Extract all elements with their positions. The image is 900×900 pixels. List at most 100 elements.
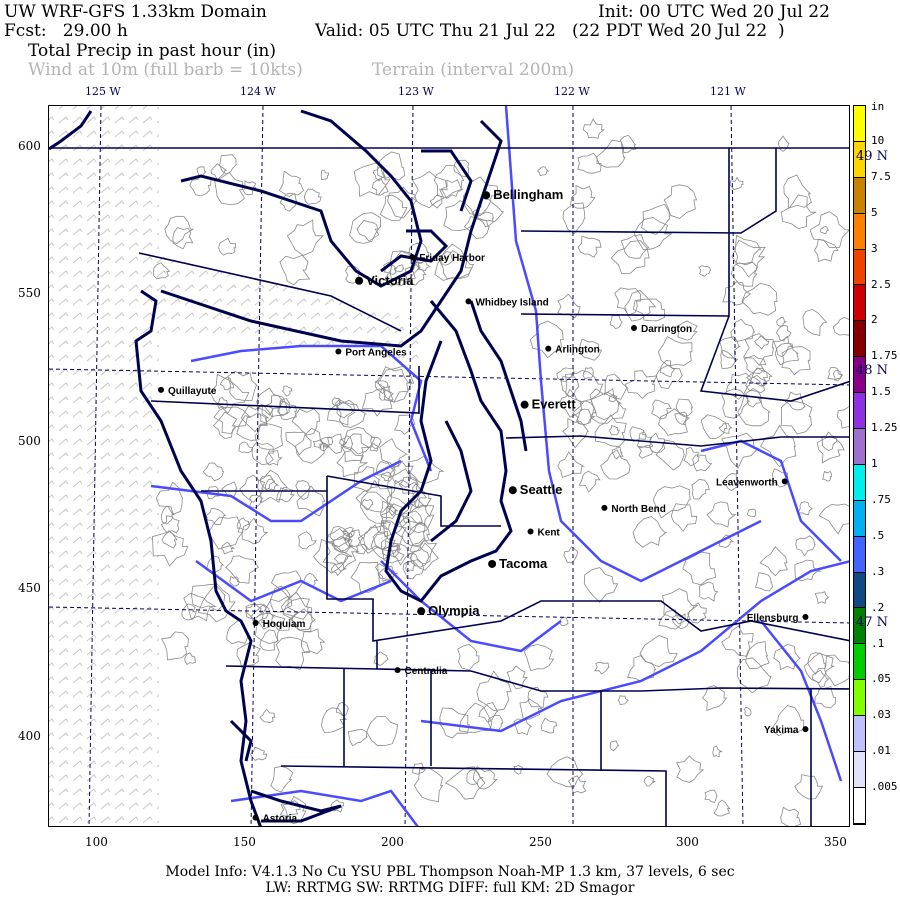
- terrain-contour: [692, 454, 713, 472]
- city-dot-icon: [520, 400, 529, 409]
- terrain-contour: [279, 800, 301, 817]
- city-label: Friday Harbor: [419, 253, 485, 264]
- city-dot-icon: [545, 345, 552, 352]
- terrain-contour: [342, 526, 355, 538]
- ocean-wind-barbs: [49, 106, 159, 826]
- terrain-contour: [400, 499, 435, 534]
- city-bellingham: Bellingham: [482, 187, 563, 202]
- terrain-contour: [236, 643, 261, 668]
- terrain-contour: [196, 166, 207, 177]
- terrain-contour: [536, 166, 550, 177]
- terrain-contour: [639, 635, 678, 668]
- terrain-contour: [659, 360, 676, 378]
- terrain-contour: [249, 746, 268, 761]
- colorbar-label: 2: [871, 313, 878, 327]
- x-tick: 100: [85, 835, 108, 849]
- colorbar-label: 1.5: [871, 385, 891, 399]
- terrain-contour: [155, 481, 184, 515]
- city-label: Darrington: [641, 324, 692, 335]
- city-label: Quillayute: [168, 386, 217, 397]
- terrain-contour: [620, 234, 650, 259]
- terrain-contour: [229, 575, 240, 587]
- terrain-contour: [363, 524, 389, 551]
- terrain-contour: [564, 370, 604, 403]
- city-quillayute: Quillayute: [158, 386, 217, 397]
- colorbar-swatch: [854, 213, 865, 250]
- lon-label: 124 W: [240, 85, 276, 98]
- colorbar-label: 1.25: [871, 421, 898, 435]
- physics-info: LW: RRTMG SW: RRTMG DIFF: full KM: 2D Sm…: [265, 880, 635, 896]
- terrain-contour: [594, 414, 627, 448]
- terrain-contour: [794, 774, 823, 800]
- terrain-contour: [366, 716, 399, 747]
- city-label: Centralia: [405, 666, 448, 677]
- terrain-contour: [249, 494, 263, 509]
- terrain-contour: [655, 439, 685, 471]
- terrain-contour: [698, 265, 712, 277]
- terrain-contour: [259, 629, 279, 651]
- terrain-contour: [506, 665, 528, 690]
- terrain-contour: [719, 336, 742, 359]
- terrain-contour: [202, 462, 225, 482]
- terrain-contour: [836, 406, 849, 429]
- terrain-contour: [773, 643, 802, 671]
- city-yakima: Yakima: [764, 725, 809, 736]
- terrain-contour: [356, 220, 380, 242]
- city-label: Victoria: [366, 273, 414, 288]
- city-centralia: Centralia: [394, 666, 448, 677]
- terrain-contour: [814, 591, 830, 604]
- terrain-contour: [632, 516, 668, 548]
- terrain-contour: [218, 237, 237, 256]
- terrain-contour: [760, 424, 797, 468]
- terrain-contour: [557, 293, 581, 319]
- terrain-contour: [387, 186, 418, 219]
- terrain-contour: [440, 179, 465, 199]
- colorbar-label: .01: [871, 744, 891, 758]
- terrain-contour: [698, 581, 719, 602]
- colorbar-swatch: [854, 249, 865, 286]
- terrain-contour: [326, 527, 351, 552]
- terrain-contour: [279, 192, 298, 212]
- terrain-contour: [572, 400, 597, 426]
- terrain-contour: [675, 398, 694, 417]
- y-tick: 500: [18, 434, 41, 448]
- terrain-contour: [463, 216, 490, 239]
- terrain-contour: [579, 338, 603, 361]
- terrain-contour: [444, 766, 486, 800]
- terrain-contour: [754, 335, 770, 350]
- terrain-contour: [611, 447, 624, 460]
- terrain-contour: [742, 333, 775, 366]
- city-label: Yakima: [764, 725, 799, 736]
- city-dot-icon: [252, 619, 259, 626]
- terrain-contour: [265, 450, 283, 466]
- terrain-contour: [595, 139, 626, 168]
- terrain-contour: [250, 603, 275, 630]
- terrain-contour: [557, 451, 586, 478]
- city-friday-harbor: Friday Harbor: [409, 253, 485, 264]
- terrain-contour: [641, 203, 671, 235]
- terrain-label: Terrain (interval 200m): [372, 60, 575, 80]
- city-dot-icon: [417, 607, 426, 616]
- terrain-contour: [413, 767, 444, 803]
- colorbar-label: 3: [871, 241, 878, 255]
- terrain-contour: [655, 364, 684, 390]
- terrain-contour: [261, 595, 299, 631]
- terrain-contour: [320, 707, 347, 733]
- terrain-contour: [433, 165, 465, 199]
- terrain-contour: [713, 799, 731, 817]
- colorbar-unit: in: [871, 100, 885, 113]
- city-label: Tacoma: [499, 556, 548, 571]
- colorbar-swatch: [854, 177, 865, 214]
- field-label: Total Precip in past hour (in): [28, 41, 277, 61]
- terrain-contour: [236, 517, 251, 531]
- y-tick: 450: [18, 581, 41, 595]
- terrain-contour: [402, 558, 425, 580]
- terrain-contour: [832, 316, 849, 336]
- terrain-contour: [355, 479, 393, 513]
- terrain-contour: [380, 471, 393, 482]
- terrain-contour: [212, 411, 238, 440]
- terrain-contour: [319, 442, 330, 452]
- terrain-contour: [389, 543, 413, 566]
- city-olympia: Olympia: [417, 603, 480, 618]
- terrain-contour: [712, 745, 724, 758]
